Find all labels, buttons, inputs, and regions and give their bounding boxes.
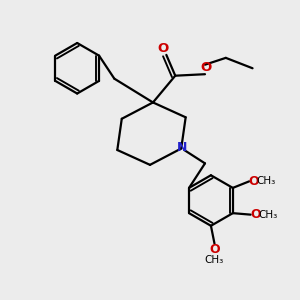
Text: N: N [177,141,187,154]
Text: CH₃: CH₃ [258,210,278,220]
Text: O: O [157,42,168,55]
Text: O: O [200,61,211,74]
Text: O: O [209,243,220,256]
Text: CH₃: CH₃ [256,176,275,186]
Text: O: O [251,208,261,221]
Text: CH₃: CH₃ [205,255,224,265]
Text: O: O [249,175,259,188]
